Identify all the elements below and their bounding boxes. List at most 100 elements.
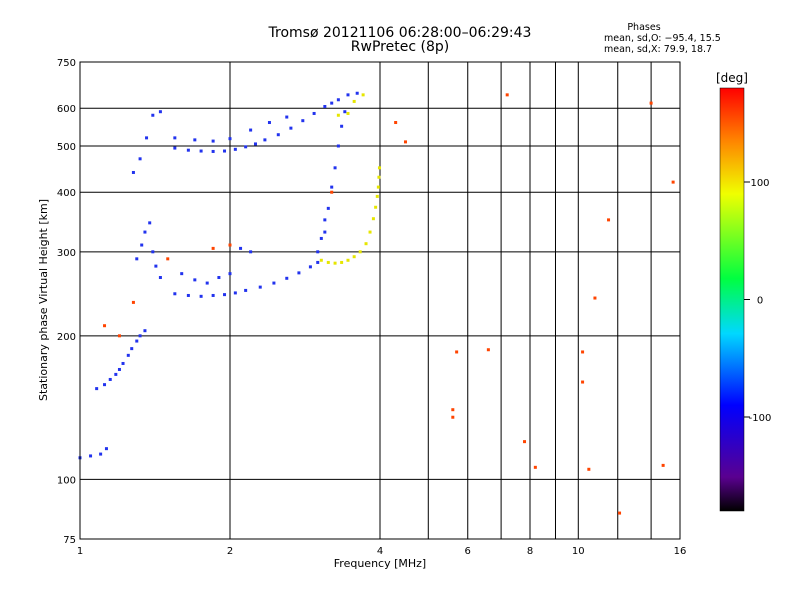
data-point [607, 218, 611, 222]
data-point [211, 293, 215, 297]
data-point [233, 147, 237, 151]
data-point [368, 230, 372, 234]
data-point [228, 243, 232, 247]
colorbar-tick-label: 0 [757, 296, 763, 307]
data-point [336, 113, 340, 117]
data-point [114, 372, 118, 376]
data-point [319, 258, 323, 262]
data-point [289, 126, 293, 130]
data-point [211, 149, 215, 153]
data-point [199, 149, 203, 153]
data-point [131, 300, 135, 304]
x-tick-label: 1 [77, 546, 83, 557]
phase-o-stats: mean, sd,O: −95.4, 15.5 [604, 33, 721, 44]
data-point [343, 110, 347, 114]
data-point [505, 93, 509, 97]
data-point [346, 258, 350, 262]
x-tick-label: 4 [377, 546, 383, 557]
phase-statistics: Phases mean, sd,O: −95.4, 15.5 mean, sd,… [604, 22, 721, 55]
data-point [326, 260, 330, 264]
data-point [121, 361, 125, 365]
data-point [151, 113, 155, 117]
data-point [173, 146, 177, 150]
data-point [166, 257, 170, 261]
data-point [228, 137, 232, 141]
data-point [336, 144, 340, 148]
data-point [186, 293, 190, 297]
data-point [131, 170, 135, 174]
data-point [333, 166, 337, 170]
data-point [151, 250, 155, 254]
y-axis-label: Stationary phase Virtual Height [km] [37, 199, 50, 401]
data-point [587, 467, 591, 471]
data-point [336, 98, 340, 102]
data-point [671, 180, 675, 184]
data-point [523, 440, 527, 444]
data-point [593, 296, 597, 300]
chart-title: Tromsø 20121106 06:28:00–06:29:43 [268, 25, 532, 41]
series-2 [319, 93, 381, 265]
x-tick-label: 6 [465, 546, 471, 557]
data-point [117, 334, 121, 338]
data-point [272, 281, 276, 285]
data-point [143, 230, 147, 234]
data-point [205, 281, 209, 285]
data-point [193, 138, 197, 142]
y-tick-label: 200 [57, 332, 76, 343]
data-point [89, 454, 93, 458]
data-point [244, 145, 248, 149]
data-point [323, 230, 327, 234]
data-point [239, 246, 243, 250]
data-point [316, 260, 320, 264]
data-point [340, 124, 344, 128]
data-point [135, 257, 139, 261]
data-point [581, 350, 585, 354]
data-point [103, 383, 107, 387]
data-point [346, 111, 350, 115]
data-point [323, 218, 327, 222]
data-point [451, 415, 455, 419]
data-point [173, 292, 177, 296]
data-point [186, 148, 190, 152]
data-point [143, 329, 147, 333]
data-point [301, 119, 305, 123]
data-point [173, 136, 177, 140]
x-tick-label: 2 [227, 546, 233, 557]
colorbar-label: [deg] [716, 71, 748, 85]
data-point [108, 377, 112, 381]
y-tick-label: 600 [57, 104, 76, 115]
x-axis-label: Frequency [MHz] [334, 557, 426, 570]
data-point [377, 175, 381, 179]
data-point [455, 350, 459, 354]
colorbar: [deg] 100 0 -100 [716, 71, 772, 512]
data-point [148, 221, 152, 225]
chart-subtitle: RwPretec (8p) [350, 39, 450, 55]
data-point [223, 293, 227, 297]
data-point [374, 205, 378, 209]
data-point [358, 250, 362, 254]
y-tick-label: 400 [57, 188, 76, 199]
colorbar-tick-label: -100 [749, 413, 772, 424]
data-point [140, 243, 144, 247]
x-tick-label: 8 [527, 546, 533, 557]
data-point [233, 291, 237, 295]
series-1 [78, 91, 359, 460]
data-point [249, 250, 253, 254]
data-point [263, 138, 267, 142]
data-point [193, 278, 197, 282]
data-point [394, 121, 398, 125]
data-point [126, 353, 130, 357]
phase-heading: Phases [627, 22, 661, 33]
data-point [316, 250, 320, 254]
data-point [244, 288, 248, 292]
data-point [228, 272, 232, 276]
y-tick-label: 750 [57, 58, 76, 69]
data-point [158, 276, 162, 280]
data-point [138, 157, 142, 161]
data-point [138, 334, 142, 338]
data-point [323, 105, 327, 109]
data-point [180, 272, 184, 276]
data-point [145, 136, 149, 140]
data-point [364, 242, 368, 246]
